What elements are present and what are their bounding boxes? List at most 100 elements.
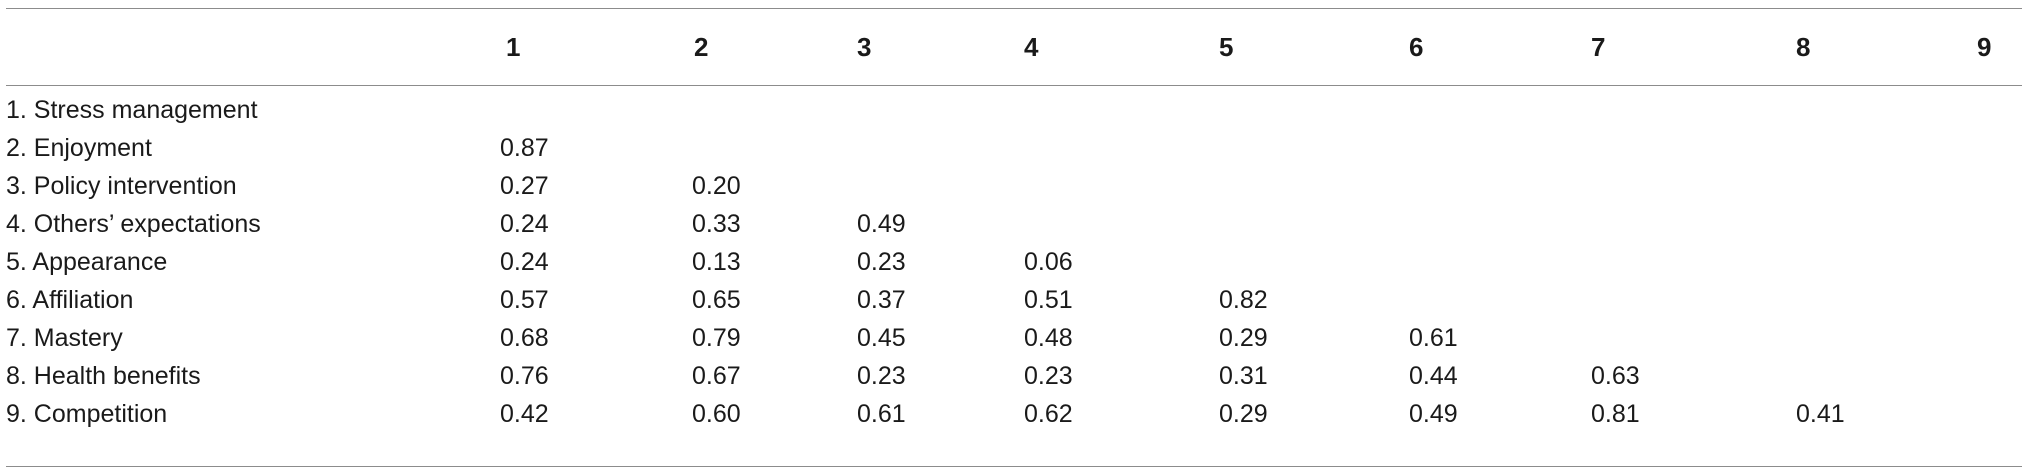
table-cell: 0.48 — [1024, 323, 1073, 352]
table-cell — [857, 129, 1024, 167]
table-cell — [1796, 167, 1977, 205]
table-cell — [1024, 85, 1219, 129]
table-cell — [1409, 85, 1591, 129]
header-cell-9: 9 — [1977, 31, 1992, 62]
row-label: 6. Affiliation — [6, 285, 134, 314]
table-cell — [692, 85, 857, 129]
table-cell: 0.65 — [692, 285, 741, 314]
table-cell — [1796, 319, 1977, 357]
table-cell — [1591, 85, 1796, 129]
table-cell: 0.31 — [1219, 361, 1268, 390]
table-cell — [1977, 319, 2022, 357]
row-label: 8. Health benefits — [6, 361, 201, 390]
table-cell: 0.57 — [500, 285, 549, 314]
table-row: 3. Policy intervention 0.27 0.20 — [6, 167, 2022, 205]
table-cell: 0.76 — [500, 361, 549, 390]
table-cell — [1977, 167, 2022, 205]
table-cell: 0.23 — [857, 361, 906, 390]
table-cell — [692, 129, 857, 167]
table-cell: 0.29 — [1219, 323, 1268, 352]
table-cell: 0.81 — [1591, 399, 1640, 428]
table-cell: 0.79 — [692, 323, 741, 352]
table-cell: 0.67 — [692, 361, 741, 390]
table-cell — [1409, 129, 1591, 167]
table-cell: 0.23 — [1024, 361, 1073, 390]
header-cell-4: 4 — [1024, 31, 1039, 62]
table-cell: 0.82 — [1219, 285, 1268, 314]
table-row: 5. Appearance 0.24 0.13 0.23 0.06 — [6, 243, 2022, 281]
header-cell-8: 8 — [1796, 31, 1811, 62]
table-cell: 0.61 — [857, 399, 906, 428]
table-cell — [1024, 167, 1219, 205]
header-row: 1 2 3 4 5 6 7 8 9 — [6, 9, 2022, 85]
table-cell: 0.87 — [500, 133, 549, 162]
table-cell — [1796, 129, 1977, 167]
bottom-rule — [6, 466, 2022, 467]
header-cell-6: 6 — [1409, 31, 1424, 62]
table-cell: 0.51 — [1024, 285, 1073, 314]
table-cell: 0.23 — [857, 247, 906, 276]
table-cell — [1977, 243, 2022, 281]
table-cell — [500, 85, 692, 129]
row-label: 5. Appearance — [6, 247, 168, 276]
table-cell: 0.37 — [857, 285, 906, 314]
header-cell-5: 5 — [1219, 31, 1234, 62]
table-cell — [1796, 281, 1977, 319]
header-cell-3: 3 — [857, 31, 872, 62]
table-cell — [857, 85, 1024, 129]
table-cell — [1591, 319, 1796, 357]
table-cell — [1219, 167, 1409, 205]
table-row: 6. Affiliation 0.57 0.65 0.37 0.51 0.82 — [6, 281, 2022, 319]
table-cell — [1591, 129, 1796, 167]
header-rule — [6, 85, 2022, 86]
row-label: 1. Stress management — [6, 95, 258, 124]
table-cell: 0.24 — [500, 247, 549, 276]
table-cell: 0.42 — [500, 399, 549, 428]
table-cell — [1796, 357, 1977, 395]
table-row: 8. Health benefits 0.76 0.67 0.23 0.23 0.31 0.… — [6, 357, 2022, 395]
header-cell-7: 7 — [1591, 31, 1606, 62]
top-rule — [6, 8, 2022, 9]
table-cell — [1977, 281, 2022, 319]
table-cell: 0.27 — [500, 171, 549, 200]
table-cell — [1591, 205, 1796, 243]
table-cell: 0.06 — [1024, 247, 1073, 276]
table-row: 4. Others’ expectations 0.24 0.33 0.49 — [6, 205, 2022, 243]
table-cell — [1219, 129, 1409, 167]
table-row: 1. Stress management — [6, 85, 2022, 129]
table-cell — [1977, 129, 2022, 167]
table-cell — [1409, 205, 1591, 243]
table-cell — [1796, 85, 1977, 129]
table-cell — [1409, 243, 1591, 281]
table-cell: 0.13 — [692, 247, 741, 276]
table-cell — [1409, 167, 1591, 205]
table-row: 9. Competition 0.42 0.60 0.61 0.62 0.29 0.49 0.… — [6, 395, 2022, 433]
table-cell — [1024, 205, 1219, 243]
table-cell: 0.24 — [500, 209, 549, 238]
table-cell: 0.63 — [1591, 361, 1640, 390]
table-cell — [1591, 243, 1796, 281]
table-cell: 0.68 — [500, 323, 549, 352]
row-label: 7. Mastery — [6, 323, 123, 352]
row-label: 3. Policy intervention — [6, 171, 237, 200]
table-cell — [1591, 281, 1796, 319]
header-cell-2: 2 — [694, 31, 709, 62]
table-cell — [1024, 129, 1219, 167]
table-cell — [1796, 205, 1977, 243]
table-cell: 0.41 — [1796, 399, 1845, 428]
table-cell: 0.61 — [1409, 323, 1458, 352]
table-cell: 0.49 — [1409, 399, 1458, 428]
table-cell: 0.45 — [857, 323, 906, 352]
row-label: 4. Others’ expectations — [6, 209, 261, 238]
table-cell — [1591, 167, 1796, 205]
row-label: 9. Competition — [6, 399, 168, 428]
table-cell — [1219, 243, 1409, 281]
table-cell — [1977, 395, 2022, 433]
table-cell: 0.33 — [692, 209, 741, 238]
table-body: 1. Stress management 2. Enjoyment 0.87 3. P… — [6, 85, 2022, 433]
table-cell: 0.49 — [857, 209, 906, 238]
table-cell — [1219, 205, 1409, 243]
table-cell — [1977, 85, 2022, 129]
table-cell — [1796, 243, 1977, 281]
